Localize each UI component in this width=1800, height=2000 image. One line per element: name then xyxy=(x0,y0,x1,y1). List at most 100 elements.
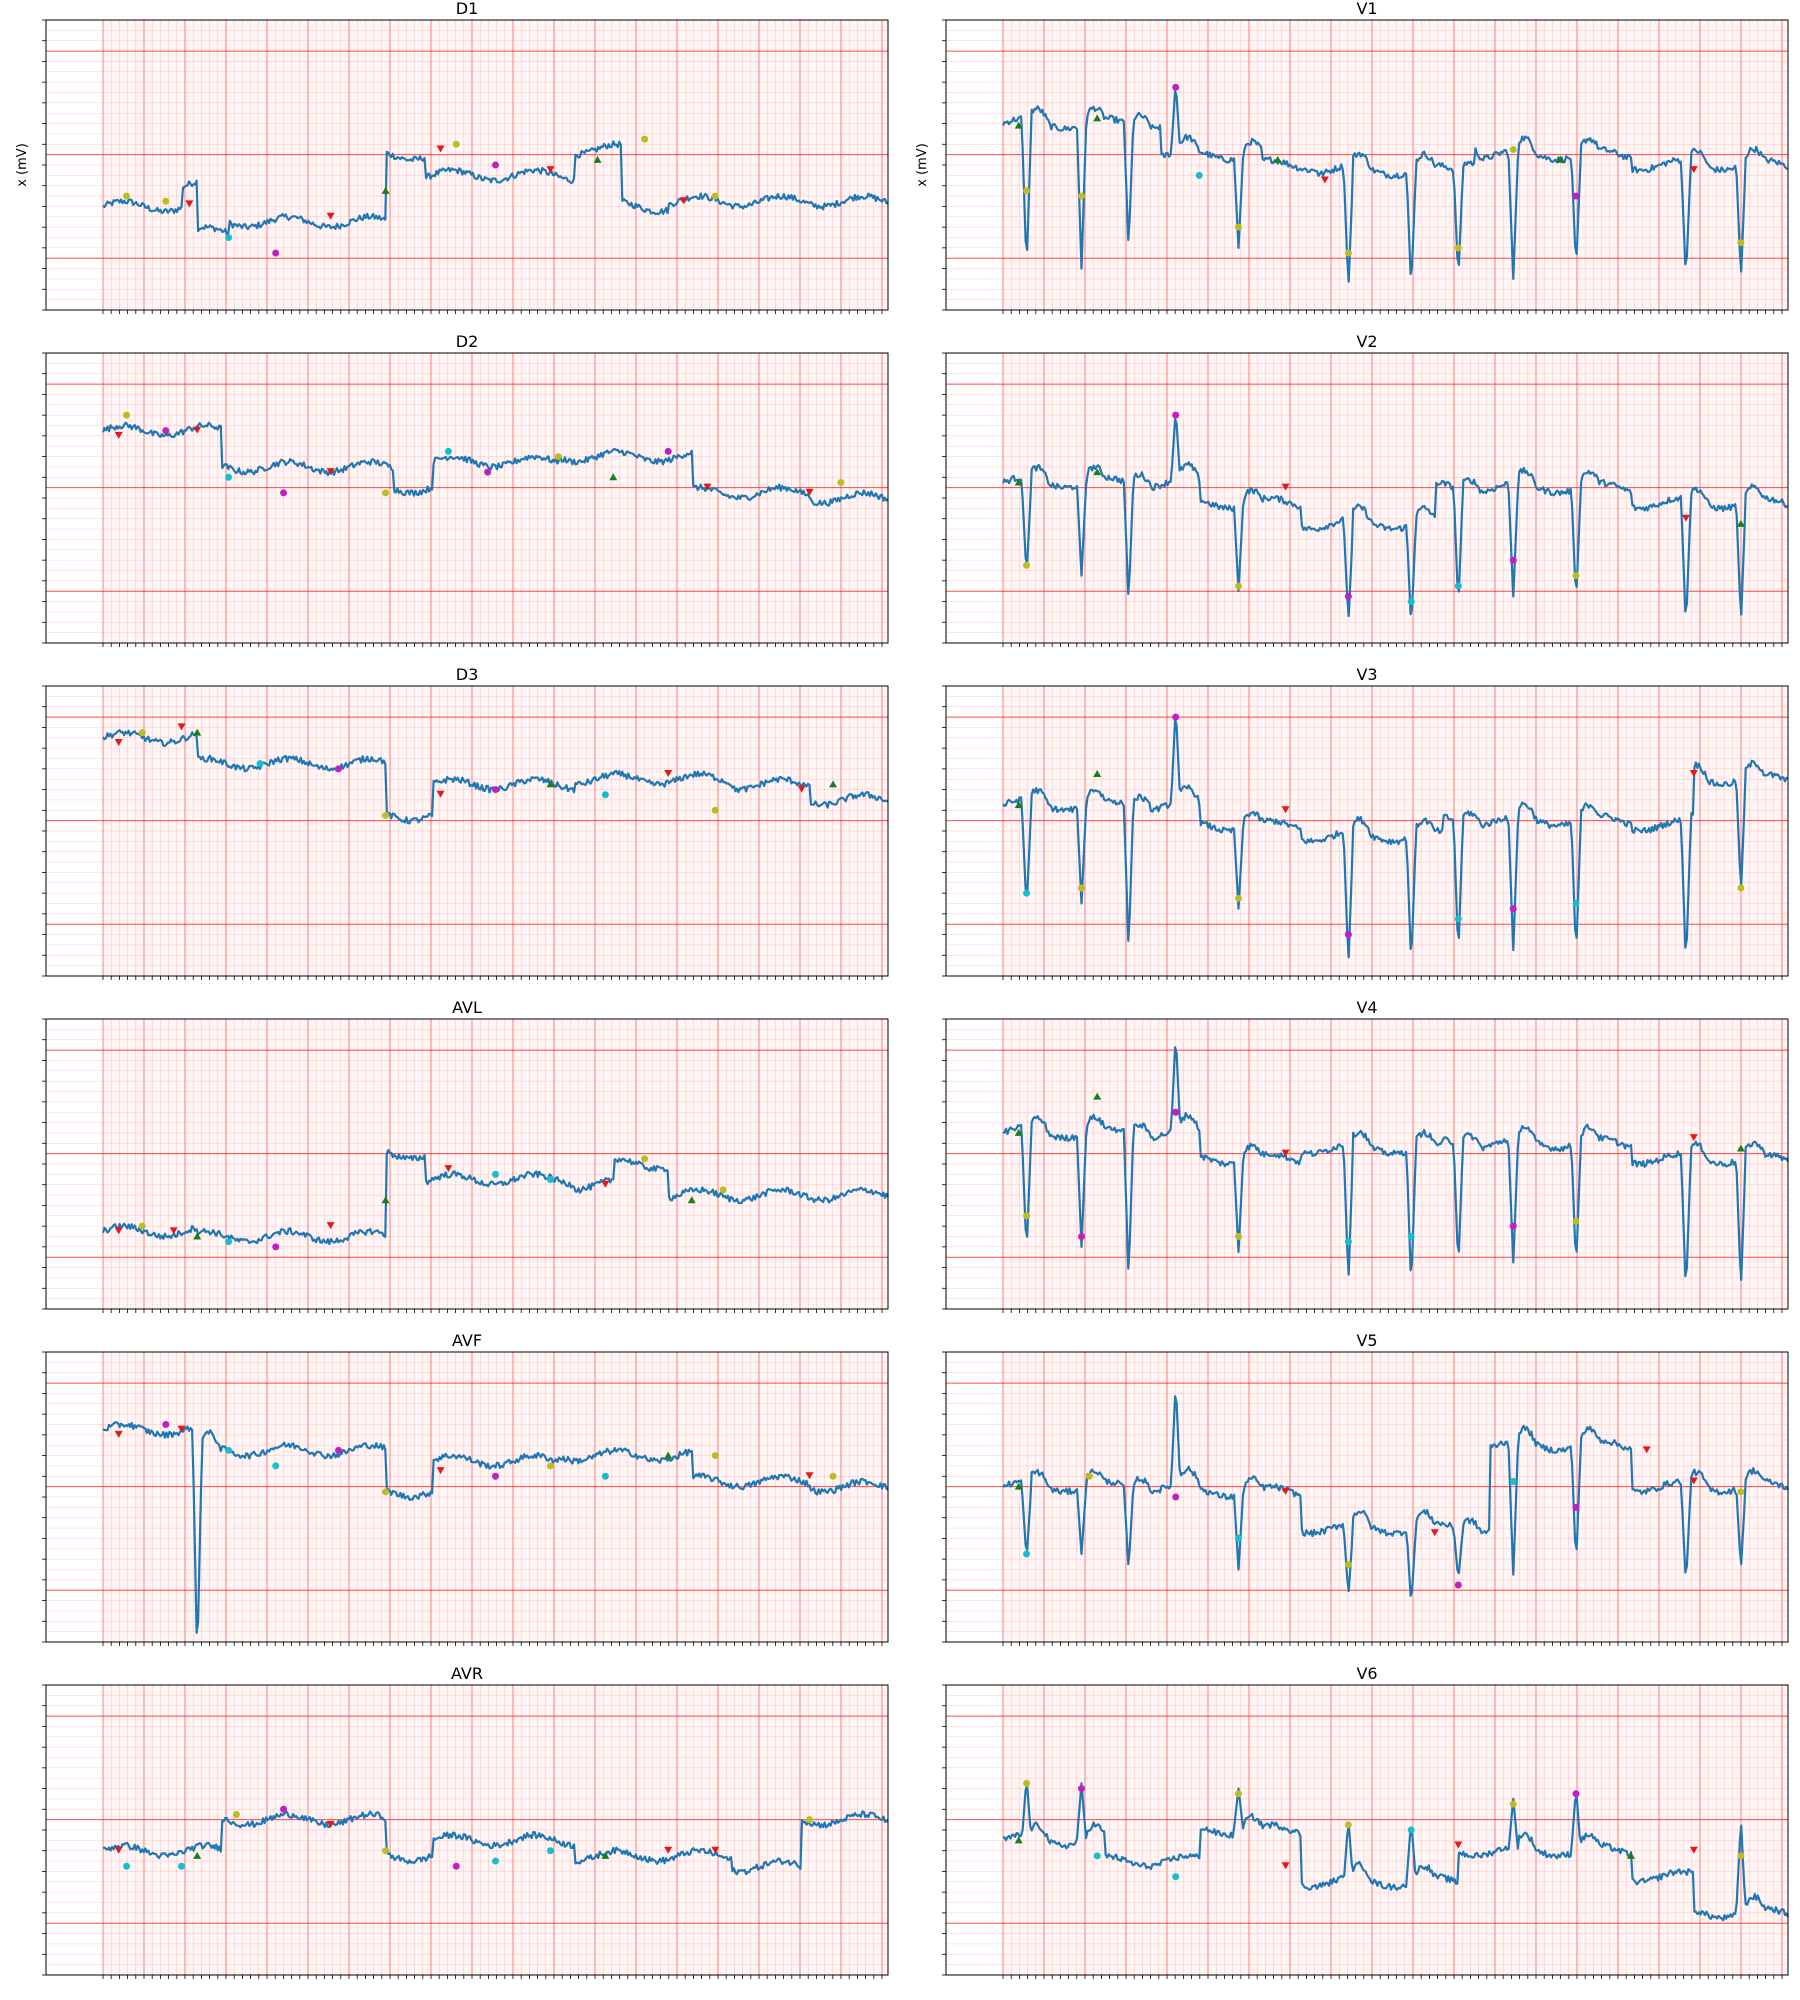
marker-green-triangle xyxy=(829,780,838,788)
marker-magenta-dot xyxy=(1454,1581,1462,1589)
marker-red-triangle xyxy=(797,785,806,793)
marker-cyan-dot xyxy=(178,1862,185,1870)
wave-markers xyxy=(114,411,845,497)
ecg-grid xyxy=(946,1684,1788,1976)
marker-red-triangle xyxy=(1689,1477,1698,1485)
marker-red-triangle xyxy=(711,1846,720,1854)
wave-markers xyxy=(1014,83,1745,257)
ecg-signal-line xyxy=(101,1148,890,1246)
marker-red-triangle xyxy=(1281,1487,1290,1495)
panel-title: AVF xyxy=(452,1331,482,1350)
panel-v4: V4 xyxy=(942,998,1790,1313)
marker-yellow-dot xyxy=(382,489,390,497)
panel-v6: V6 xyxy=(942,1664,1790,1979)
marker-red-triangle xyxy=(326,1820,335,1828)
marker-magenta-dot xyxy=(280,1805,288,1813)
ecg-grid xyxy=(46,19,888,311)
marker-red-triangle xyxy=(444,1165,453,1173)
ecg-grid xyxy=(46,1684,888,1976)
marker-cyan-dot xyxy=(1023,1550,1031,1558)
marker-yellow-dot xyxy=(382,1847,390,1855)
marker-yellow-dot xyxy=(829,1472,837,1480)
marker-cyan-dot xyxy=(225,1446,233,1454)
marker-green-triangle xyxy=(1014,478,1023,486)
ecg-signal-line xyxy=(101,421,889,507)
marker-yellow-dot xyxy=(806,1816,813,1824)
marker-green-triangle xyxy=(1014,1128,1023,1136)
marker-magenta-dot xyxy=(162,1421,170,1428)
marker-cyan-dot xyxy=(492,1857,499,1865)
panel-title: V4 xyxy=(1356,998,1377,1017)
marker-magenta-dot xyxy=(1509,905,1517,913)
marker-yellow-dot xyxy=(546,1462,554,1470)
panel-title: V1 xyxy=(1356,0,1377,18)
marker-yellow-dot xyxy=(1023,1212,1031,1220)
marker-cyan-dot xyxy=(601,1472,609,1480)
marker-magenta-dot xyxy=(272,249,280,257)
marker-magenta-dot xyxy=(1172,1493,1180,1501)
marker-red-triangle xyxy=(1689,1846,1698,1854)
marker-red-triangle xyxy=(664,1846,673,1854)
marker-red-triangle xyxy=(679,197,688,205)
marker-magenta-dot xyxy=(1572,192,1580,200)
marker-cyan-dot xyxy=(225,473,233,481)
marker-yellow-dot xyxy=(1344,1821,1352,1829)
marker-cyan-dot xyxy=(1407,1233,1415,1240)
marker-green-triangle xyxy=(601,1851,610,1859)
marker-yellow-dot xyxy=(1572,1217,1580,1225)
marker-red-triangle xyxy=(805,488,814,496)
marker-magenta-dot xyxy=(162,427,170,435)
wave-markers xyxy=(1014,411,1745,606)
marker-magenta-dot xyxy=(492,786,499,794)
marker-magenta-dot xyxy=(1172,1108,1180,1116)
marker-cyan-dot xyxy=(256,760,264,768)
marker-yellow-dot xyxy=(1572,572,1580,580)
marker-yellow-dot xyxy=(837,478,845,486)
panel-title: AVL xyxy=(452,998,482,1017)
panel-v3: V3 xyxy=(942,665,1789,980)
marker-red-triangle xyxy=(114,1430,123,1438)
marker-yellow-dot xyxy=(554,453,562,461)
marker-red-triangle xyxy=(1281,1149,1290,1157)
marker-green-triangle xyxy=(1093,770,1102,778)
marker-yellow-dot xyxy=(711,192,719,200)
marker-cyan-dot xyxy=(1235,1534,1242,1542)
wave-markers xyxy=(114,723,838,819)
marker-green-triangle xyxy=(1273,155,1282,163)
marker-yellow-dot xyxy=(1235,582,1242,590)
panel-v1: V1 x (mV) xyxy=(915,0,1789,314)
panel-title: D2 xyxy=(456,332,479,351)
wave-markers xyxy=(1014,713,1745,939)
marker-yellow-dot xyxy=(1737,884,1745,892)
marker-magenta-dot xyxy=(1572,1503,1580,1511)
marker-cyan-dot xyxy=(1344,1238,1352,1246)
wave-markers xyxy=(1014,1446,1745,1589)
marker-yellow-dot xyxy=(1737,1852,1745,1860)
marker-yellow-dot xyxy=(452,140,460,148)
marker-yellow-dot xyxy=(1078,192,1085,200)
marker-magenta-dot xyxy=(1344,931,1352,939)
wave-markers xyxy=(1014,1779,1745,1881)
panel-title: D1 xyxy=(456,0,479,18)
marker-green-triangle xyxy=(1093,1092,1102,1100)
marker-yellow-dot xyxy=(641,135,649,143)
marker-cyan-dot xyxy=(1172,1873,1180,1881)
marker-yellow-dot xyxy=(1085,1472,1093,1480)
marker-magenta-dot xyxy=(280,489,288,497)
marker-yellow-dot xyxy=(1737,239,1745,247)
marker-magenta-dot xyxy=(1509,1222,1517,1230)
marker-cyan-dot xyxy=(1407,598,1415,606)
panel-title: D3 xyxy=(456,665,479,684)
marker-magenta-dot xyxy=(1078,1785,1085,1793)
ecg-signal-line xyxy=(1001,90,1789,283)
panel-title: V5 xyxy=(1356,1331,1377,1350)
marker-red-triangle xyxy=(436,145,445,153)
panel-v5: V5 xyxy=(942,1331,1789,1646)
ecg-signal-line xyxy=(1002,1782,1790,1922)
ecg-signal-line xyxy=(102,140,889,236)
marker-magenta-dot xyxy=(492,1472,499,1480)
marker-red-triangle xyxy=(436,1467,445,1475)
marker-cyan-dot xyxy=(1454,582,1462,590)
marker-cyan-dot xyxy=(444,447,452,455)
